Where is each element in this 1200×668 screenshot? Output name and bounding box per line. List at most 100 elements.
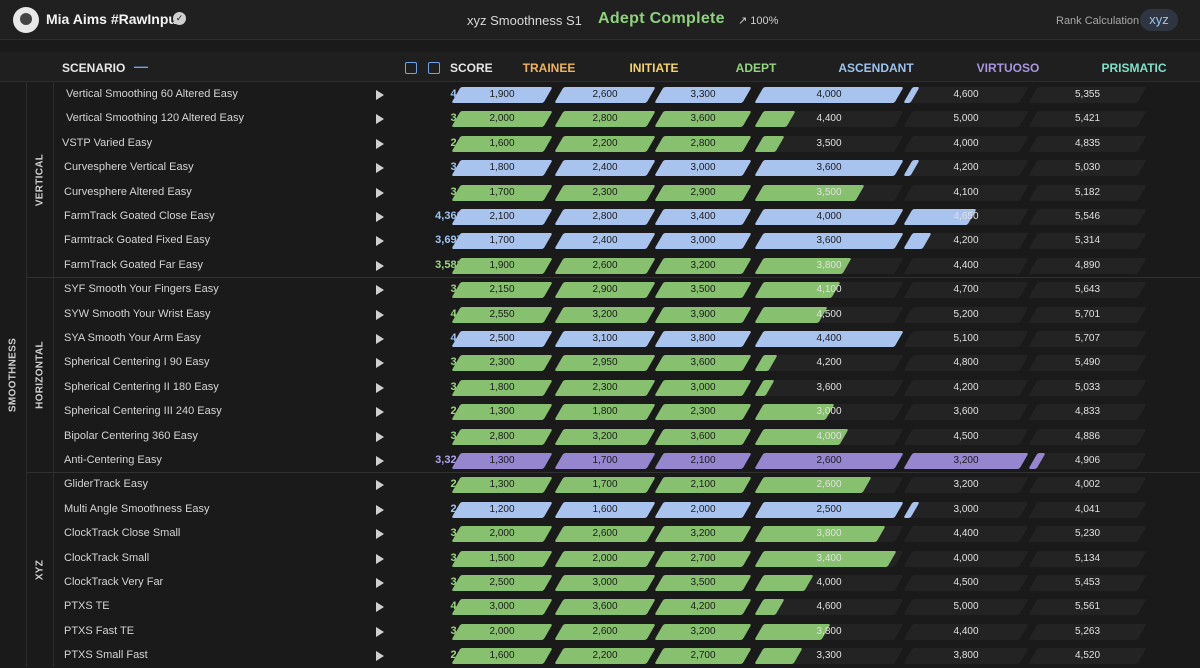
table-row[interactable]: VSTP Varied Easy2,91015%1,6002,2002,8003…	[54, 132, 1200, 156]
rank-threshold: 2,500	[489, 577, 515, 588]
rank-threshold: 5,490	[1074, 357, 1101, 369]
table-row[interactable]: ClockTrack Close Small3,72787%2,0002,600…	[54, 522, 1200, 546]
table-row[interactable]: Spherical Centering I 90 Easy3,66210%2,3…	[54, 351, 1200, 375]
scenario-name[interactable]: ClockTrack Small	[64, 551, 150, 564]
play-icon[interactable]	[376, 309, 384, 320]
rank-threshold: 3,800	[690, 333, 716, 344]
play-icon[interactable]	[376, 212, 384, 222]
play-icon[interactable]	[376, 260, 384, 271]
rank-threshold: 2,800	[592, 113, 618, 125]
rank-header-adept: ADEPT	[735, 61, 777, 75]
scenario-name[interactable]: Anti-Centering Easy	[64, 454, 162, 466]
collapse-icon[interactable]: —	[134, 58, 148, 74]
rank-threshold: 3,800	[816, 625, 842, 637]
rank-threshold: 4,906	[1074, 455, 1101, 466]
play-icon[interactable]	[376, 114, 384, 125]
rank-threshold: 3,200	[953, 479, 979, 491]
play-icon[interactable]	[376, 529, 384, 540]
table-row[interactable]: Vertical Smoothing 60 Altered Easy4,0386…	[54, 83, 1200, 107]
table-row[interactable]: SYF Smooth Your Fingers Easy3,83255%2,15…	[54, 278, 1200, 302]
scenario-name[interactable]: PTXS TE	[64, 600, 110, 613]
play-icon[interactable]	[376, 334, 384, 344]
table-row[interactable]: Curvesphere Altered Easy3,33572%1,7002,3…	[54, 181, 1200, 205]
rank-threshold: 3,600	[816, 235, 842, 247]
rank-threshold: 4,400	[953, 259, 979, 271]
play-icon[interactable]	[376, 480, 384, 491]
play-icon[interactable]	[376, 553, 384, 564]
scenario-name[interactable]: SYA Smooth Your Arm Easy	[64, 332, 201, 344]
scenario-name[interactable]: Farmtrack Goated Fixed Easy	[64, 234, 211, 247]
table-row[interactable]: ClockTrack Small3,36995%1,5002,0002,7003…	[54, 547, 1200, 571]
rank-threshold: 3,200	[690, 625, 716, 637]
play-icon[interactable]	[376, 651, 384, 662]
scenario-name[interactable]: ClockTrack Close Small	[64, 527, 181, 540]
play-icon[interactable]	[376, 285, 384, 296]
play-icon[interactable]	[376, 456, 384, 466]
table-row[interactable]: Farmtrack Goated Fixed Easy3,697.5116%1,…	[54, 229, 1200, 253]
play-icon[interactable]	[376, 236, 384, 247]
score-header[interactable]: SCORE	[450, 61, 493, 75]
rank-threshold: 1,500	[489, 552, 515, 564]
rank-threshold: 1,300	[489, 479, 515, 491]
play-icon[interactable]	[376, 578, 384, 588]
avatar[interactable]	[13, 7, 39, 33]
rank-threshold: 1,800	[592, 406, 618, 418]
scenario-name[interactable]: SYW Smooth Your Wrist Easy	[64, 307, 211, 320]
play-icon[interactable]	[376, 382, 384, 393]
table-row[interactable]: SYW Smooth Your Wrist Easy4,17846%2,5503…	[54, 303, 1200, 327]
rank-threshold: 2,000	[489, 528, 515, 540]
subcategory-column: VERTICAL HORIZONTAL XYZ	[27, 82, 54, 667]
play-icon[interactable]	[376, 163, 384, 174]
scenario-name[interactable]: ClockTrack Very Far	[64, 576, 164, 588]
scenario-name[interactable]: Spherical Centering III 240 Easy	[64, 405, 222, 418]
table-row[interactable]: PTXS TE4,26215%3,0003,6004,2004,6005,000…	[54, 595, 1200, 619]
rank-calculation-button[interactable]: xyz	[1140, 9, 1178, 31]
export-icon[interactable]	[428, 62, 440, 74]
scenario-name[interactable]: Curvesphere Vertical Easy	[64, 161, 194, 174]
table-row[interactable]: FarmTrack Goated Far Easy3,582.2263%1,90…	[54, 254, 1200, 278]
rank-threshold: 3,400	[816, 552, 842, 564]
scenario-name[interactable]: PTXS Small Fast	[64, 649, 148, 662]
play-icon[interactable]	[376, 626, 384, 637]
scenario-name[interactable]: SYF Smooth Your Fingers Easy	[64, 283, 219, 296]
table-row[interactable]: Vertical Smoothing 120 Altered Easy3,791…	[54, 107, 1200, 131]
table-row[interactable]: Multi Angle Smoothness Easy2,5316%1,2001…	[54, 498, 1200, 522]
table-row[interactable]: Spherical Centering II 180 Easy3,0498%1,…	[54, 376, 1200, 400]
copy-icon[interactable]	[405, 62, 417, 74]
table-row[interactable]: GliderTrack Easy2,48777%1,3001,7002,1002…	[54, 473, 1200, 497]
play-icon[interactable]	[376, 602, 384, 613]
play-icon[interactable]	[376, 138, 384, 149]
scenario-name[interactable]: FarmTrack Goated Far Easy	[64, 258, 203, 271]
subcategory-horizontal: HORIZONTAL	[34, 341, 46, 409]
table-row[interactable]: Bipolar Centering 360 Easy3,84461%2,8003…	[54, 425, 1200, 449]
scenario-name[interactable]: GliderTrack Easy	[64, 478, 148, 491]
scenario-name[interactable]: PTXS Fast TE	[64, 624, 135, 637]
scenario-name[interactable]: Vertical Smoothing 60 Altered Easy	[66, 88, 238, 100]
scenario-header[interactable]: SCENARIO	[62, 61, 126, 75]
play-icon[interactable]	[376, 407, 384, 418]
scenario-name[interactable]: Spherical Centering I 90 Easy	[64, 356, 210, 369]
table-row[interactable]: Curvesphere Vertical Easy3,6376%1,8002,4…	[54, 156, 1200, 180]
table-row[interactable]: Spherical Centering III 240 Easy2,65851%…	[54, 400, 1200, 424]
play-icon[interactable]	[376, 431, 384, 442]
play-icon[interactable]	[376, 504, 384, 515]
rank-threshold: 2,000	[690, 503, 716, 515]
scenario-name[interactable]: FarmTrack Goated Close Easy	[64, 210, 215, 222]
scenario-name[interactable]: Spherical Centering II 180 Easy	[64, 380, 219, 393]
table-row[interactable]: Anti-Centering Easy3,324.867%1,3001,7002…	[54, 449, 1200, 473]
scenario-name[interactable]: Multi Angle Smoothness Easy	[64, 502, 210, 515]
table-row[interactable]: PTXS Small Fast2,87328%1,6002,2002,7003,…	[54, 644, 1200, 668]
user-name[interactable]: Mia Aims #RawInput	[46, 11, 182, 27]
scenario-name[interactable]: VSTP Varied Easy	[62, 136, 153, 149]
scenario-name[interactable]: Bipolar Centering 360 Easy	[64, 429, 198, 442]
play-icon[interactable]	[376, 187, 384, 198]
table-row[interactable]: ClockTrack Very Far3,68236%2,5003,0003,5…	[54, 571, 1200, 595]
table-row[interactable]: FarmTrack Goated Close Easy4,360.4355%2,…	[54, 205, 1200, 229]
play-icon[interactable]	[376, 358, 384, 369]
table-row[interactable]: PTXS Fast TE3,49248%2,0002,6003,2003,800…	[54, 620, 1200, 644]
table-row[interactable]: SYA Smooth Your Arm Easy4,4000%2,5003,10…	[54, 327, 1200, 351]
scenario-name[interactable]: Curvesphere Altered Easy	[64, 185, 192, 198]
play-icon[interactable]	[376, 90, 384, 100]
scenario-name[interactable]: Vertical Smoothing 120 Altered Easy	[66, 112, 244, 125]
rank-threshold: 5,643	[1074, 284, 1101, 296]
